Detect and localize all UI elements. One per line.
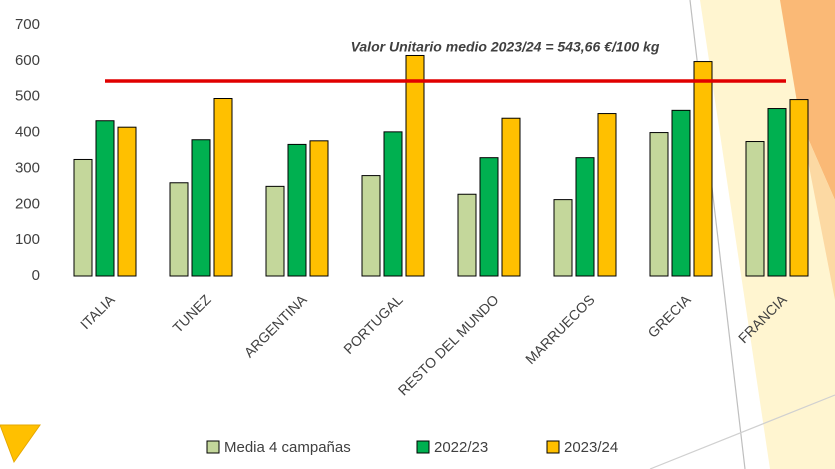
bar <box>479 157 499 277</box>
bar <box>767 108 787 277</box>
bar <box>117 126 137 277</box>
deco-line <box>649 394 835 469</box>
y-tick-label: 400 <box>15 124 40 141</box>
legend-item: Media 4 campañas <box>206 439 351 456</box>
x-tick-label: GRECIA <box>644 291 694 341</box>
legend-item: 2022/23 <box>416 439 488 456</box>
bar <box>649 132 669 277</box>
y-tick-label: 0 <box>32 267 40 284</box>
bar <box>169 182 189 277</box>
y-tick-label: 100 <box>15 231 40 248</box>
bar <box>693 61 713 277</box>
bar <box>597 113 617 277</box>
reference-label: Valor Unitario medio 2023/24 = 543,66 €/… <box>351 39 660 55</box>
x-tick-label: PORTUGAL <box>340 291 406 357</box>
bar <box>671 109 691 277</box>
bar <box>265 185 285 277</box>
bar <box>309 140 329 277</box>
bar <box>457 193 477 277</box>
x-tick-label: ARGENTINA <box>241 291 311 361</box>
x-tick-label: ITALIA <box>77 291 118 332</box>
deco-triangle <box>0 424 41 464</box>
bar <box>361 175 381 277</box>
legend-label: 2023/24 <box>564 439 618 456</box>
bar <box>383 131 403 277</box>
bar <box>553 199 573 277</box>
legend-swatch <box>416 440 430 454</box>
legend-label: 2022/23 <box>434 439 488 456</box>
legend-label: Media 4 campañas <box>224 439 351 456</box>
x-tick-label: MARRUECOS <box>522 291 598 367</box>
deco-light-orange <box>800 120 835 300</box>
bar <box>575 157 595 277</box>
bar <box>191 139 211 277</box>
legend-swatch <box>546 440 560 454</box>
y-tick-label: 700 <box>15 16 40 33</box>
bar <box>405 54 425 277</box>
bar <box>745 141 765 277</box>
y-tick-label: 500 <box>15 88 40 105</box>
bar <box>213 98 233 277</box>
bar <box>789 99 809 277</box>
y-tick-label: 200 <box>15 195 40 212</box>
legend-item: 2023/24 <box>546 439 618 456</box>
y-tick-label: 600 <box>15 52 40 69</box>
x-tick-label: RESTO DEL MUNDO <box>395 291 502 398</box>
bar <box>73 158 93 277</box>
legend-swatch <box>206 440 220 454</box>
bar <box>95 120 115 277</box>
y-tick-label: 300 <box>15 159 40 176</box>
bar <box>287 143 307 277</box>
x-tick-label: TUNEZ <box>169 291 214 336</box>
bar <box>501 117 521 277</box>
